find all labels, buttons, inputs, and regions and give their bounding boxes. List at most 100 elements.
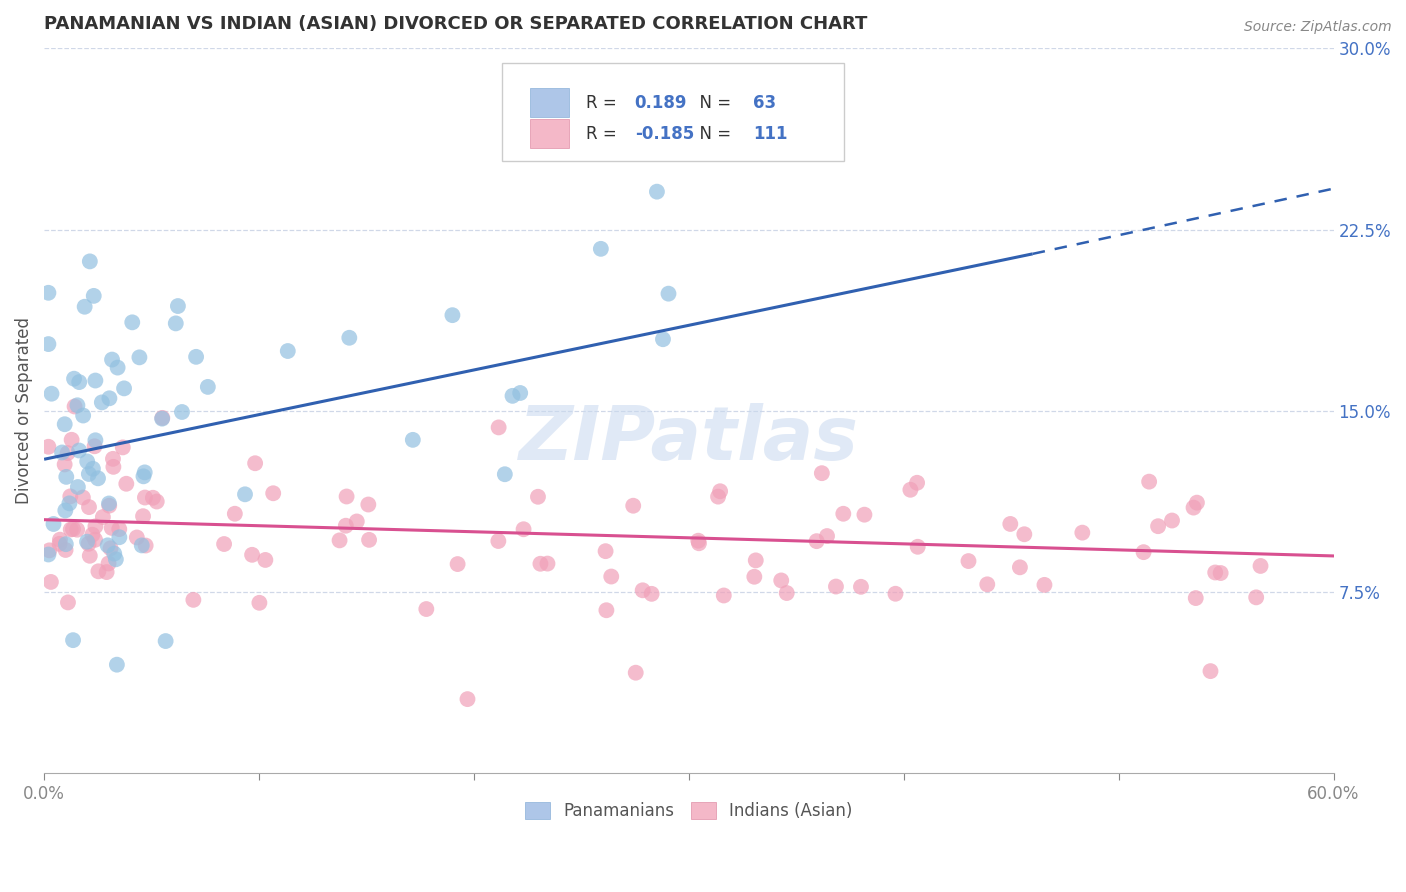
Point	[1008, 560, 1031, 574]
Text: -0.185: -0.185	[634, 125, 695, 143]
Point	[51, 445, 73, 459]
Point	[776, 586, 799, 600]
Point	[49, 533, 72, 547]
Point	[335, 518, 357, 533]
Point	[600, 569, 623, 583]
Point	[53, 458, 76, 472]
Point	[66, 398, 89, 412]
Point	[101, 451, 124, 466]
Point	[415, 602, 437, 616]
Point	[247, 596, 270, 610]
Point	[184, 350, 207, 364]
Point	[905, 475, 928, 490]
Point	[134, 491, 156, 505]
FancyBboxPatch shape	[530, 88, 569, 118]
Point	[62, 633, 84, 648]
Point	[1244, 591, 1267, 605]
Point	[907, 540, 929, 554]
Point	[595, 544, 617, 558]
Point	[83, 439, 105, 453]
Point	[770, 574, 793, 588]
Point	[101, 352, 124, 367]
Point	[55, 543, 77, 558]
Point	[84, 374, 107, 388]
Point	[100, 521, 122, 535]
Point	[441, 308, 464, 322]
Point	[212, 537, 235, 551]
Point	[744, 570, 766, 584]
Point	[56, 595, 79, 609]
Point	[132, 509, 155, 524]
Point	[108, 530, 131, 544]
Point	[96, 565, 118, 579]
Point	[67, 375, 90, 389]
Point	[59, 523, 82, 537]
Point	[112, 381, 135, 395]
Point	[707, 490, 730, 504]
Point	[48, 537, 70, 551]
Point	[98, 499, 121, 513]
Point	[76, 534, 98, 549]
Text: R =: R =	[586, 125, 621, 143]
Point	[107, 360, 129, 375]
Point	[104, 552, 127, 566]
Point	[87, 564, 110, 578]
Point	[240, 548, 263, 562]
Point	[41, 386, 63, 401]
Point	[87, 471, 110, 485]
Point	[224, 507, 246, 521]
Point	[688, 533, 710, 548]
Point	[527, 490, 550, 504]
Point	[98, 392, 121, 406]
Point	[640, 587, 662, 601]
Point	[37, 440, 59, 454]
Point	[131, 538, 153, 552]
Point	[37, 337, 59, 351]
Point	[488, 420, 510, 434]
Point	[42, 516, 65, 531]
Point	[1000, 516, 1022, 531]
Point	[103, 459, 125, 474]
Point	[1132, 545, 1154, 559]
Point	[66, 480, 89, 494]
Point	[657, 286, 679, 301]
Point	[976, 577, 998, 591]
Point	[494, 467, 516, 482]
Legend: Panamanians, Indians (Asian): Panamanians, Indians (Asian)	[519, 796, 859, 827]
Point	[262, 486, 284, 500]
Point	[66, 523, 89, 537]
Point	[359, 533, 381, 547]
Point	[1161, 514, 1184, 528]
Point	[1185, 496, 1208, 510]
Point	[1199, 664, 1222, 678]
Point	[77, 537, 100, 551]
Point	[957, 554, 980, 568]
Point	[98, 496, 121, 510]
Point	[1182, 500, 1205, 515]
Point	[53, 417, 76, 432]
Text: R =: R =	[586, 94, 621, 112]
Point	[502, 389, 524, 403]
Point	[39, 574, 62, 589]
Point	[60, 433, 83, 447]
Point	[811, 466, 834, 480]
Point	[103, 547, 125, 561]
Point	[128, 351, 150, 365]
Text: 63: 63	[754, 94, 776, 112]
Point	[1250, 558, 1272, 573]
Point	[884, 587, 907, 601]
Point	[82, 462, 104, 476]
Point	[84, 519, 107, 533]
Point	[150, 410, 173, 425]
Point	[38, 543, 60, 558]
Point	[115, 476, 138, 491]
Point	[108, 522, 131, 536]
Point	[849, 580, 872, 594]
FancyBboxPatch shape	[530, 120, 569, 148]
Point	[631, 583, 654, 598]
Text: ZIPatlas: ZIPatlas	[519, 403, 859, 476]
Point	[1014, 527, 1036, 541]
Point	[165, 317, 187, 331]
Point	[90, 395, 112, 409]
Point	[37, 285, 59, 300]
